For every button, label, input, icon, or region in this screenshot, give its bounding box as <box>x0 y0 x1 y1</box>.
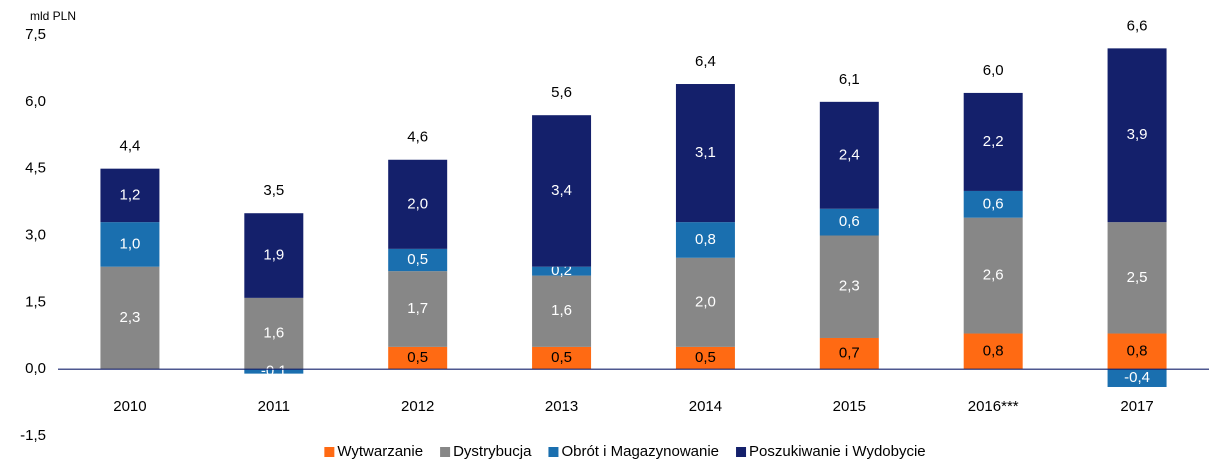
bar-segment <box>963 217 1023 334</box>
value-label: 3,9 <box>1127 126 1148 143</box>
bar-segment <box>100 266 160 370</box>
bar-segment <box>532 266 592 276</box>
value-label: 1,6 <box>551 302 572 319</box>
value-label: 1,6 <box>263 324 284 341</box>
value-label: 3,4 <box>551 182 572 199</box>
bar-segment <box>244 213 304 298</box>
total-label: 6,6 <box>1127 17 1148 34</box>
value-label: 0,6 <box>983 195 1004 212</box>
total-label: 4,4 <box>120 138 141 155</box>
y-tick-label: 4,5 <box>25 160 46 177</box>
legend-swatch <box>736 447 747 457</box>
bar-segment <box>963 333 1023 370</box>
legend-swatch <box>324 447 335 457</box>
value-label: 1,2 <box>120 186 141 203</box>
value-label: 2,5 <box>1127 269 1148 286</box>
total-label: 3,5 <box>263 182 284 199</box>
legend-swatch <box>440 447 451 457</box>
value-label: 0,5 <box>551 349 572 366</box>
bar-segment <box>819 101 879 209</box>
bar-segment <box>244 369 304 374</box>
bar-segment <box>819 235 879 338</box>
bar-segment <box>675 222 735 258</box>
x-tick-label: 2014 <box>689 398 722 415</box>
x-tick-label: 2011 <box>258 398 290 415</box>
value-label: 2,0 <box>695 293 716 310</box>
bar-segment <box>1107 333 1167 370</box>
value-label: 3,1 <box>695 144 716 161</box>
unit-label: mld PLN <box>30 9 76 23</box>
total-label: 5,6 <box>551 84 572 101</box>
x-tick-label: 2010 <box>113 398 146 415</box>
legend-swatch <box>548 447 559 457</box>
total-label: 6,4 <box>695 53 716 70</box>
value-label: 2,0 <box>407 195 428 212</box>
bar-segment <box>100 222 160 267</box>
legend-label: Obrót i Magazynowanie <box>561 443 719 460</box>
value-label: 1,0 <box>120 235 141 252</box>
bar-segment <box>100 168 160 223</box>
bar-segment <box>1107 222 1167 334</box>
x-tick-label: 2013 <box>545 398 578 415</box>
x-tick-label: 2016*** <box>968 398 1019 415</box>
value-label: 2,6 <box>983 267 1004 284</box>
bar-segment <box>388 271 448 347</box>
value-label: 0,8 <box>1127 342 1148 359</box>
bar-segment <box>388 159 448 249</box>
value-label: -0,4 <box>1124 369 1150 386</box>
bar-segment <box>963 92 1023 191</box>
total-label: 4,6 <box>407 129 428 146</box>
bar-segment <box>963 190 1023 218</box>
value-label: 0,5 <box>407 349 428 366</box>
legend-label: Poszukiwanie i Wydobycie <box>749 443 926 460</box>
value-label: 0,8 <box>695 231 716 248</box>
value-label: 2,3 <box>839 278 860 295</box>
bar-segment <box>819 337 879 370</box>
total-label: 6,0 <box>983 62 1004 79</box>
bar-segment <box>244 297 304 370</box>
value-label: 1,7 <box>407 300 428 317</box>
y-tick-label: 3,0 <box>25 226 46 243</box>
bar-segment <box>388 248 448 272</box>
legend-label: Dystrybucja <box>453 443 532 460</box>
value-label: 2,3 <box>120 309 141 326</box>
value-label: 1,9 <box>263 247 284 264</box>
bar-segment <box>532 346 592 370</box>
bar-segment <box>1107 48 1167 223</box>
value-label: 0,7 <box>839 345 860 362</box>
bar-segment <box>532 275 592 347</box>
bar-segment <box>532 115 592 267</box>
bar-segment <box>1107 369 1167 387</box>
value-label: 2,4 <box>839 146 860 163</box>
value-label: 0,8 <box>983 342 1004 359</box>
value-label: 0,5 <box>407 251 428 268</box>
bar-segment <box>388 346 448 370</box>
bar-segment <box>675 346 735 370</box>
y-tick-label: -1,5 <box>20 427 46 444</box>
x-tick-label: 2015 <box>833 398 866 415</box>
value-label: 0,5 <box>695 349 716 366</box>
value-label: 2,2 <box>983 133 1004 150</box>
y-tick-label: 6,0 <box>25 93 46 110</box>
bar-segment <box>675 84 735 223</box>
bar-segment <box>675 257 735 347</box>
bar-segment <box>819 208 879 236</box>
value-label: 0,6 <box>839 213 860 230</box>
x-tick-label: 2017 <box>1120 398 1153 415</box>
legend-label: Wytwarzanie <box>337 443 423 460</box>
y-tick-label: 7,5 <box>25 26 46 43</box>
x-tick-label: 2012 <box>401 398 434 415</box>
y-tick-label: 1,5 <box>25 293 46 310</box>
total-label: 6,1 <box>839 71 860 88</box>
y-tick-label: 0,0 <box>25 360 46 377</box>
value-label: -0,1 <box>261 362 287 379</box>
